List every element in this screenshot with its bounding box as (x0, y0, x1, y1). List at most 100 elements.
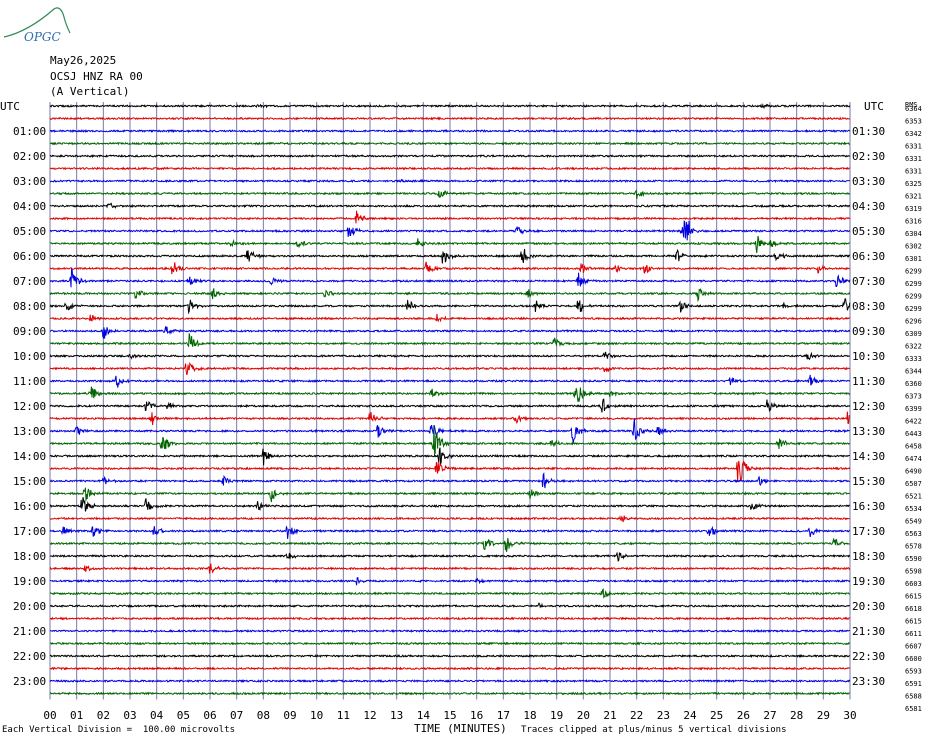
left-hour-label: 13:00 (13, 425, 46, 438)
rms-value: 6331 (905, 143, 922, 151)
right-hour-label: 06:30 (852, 250, 885, 263)
left-hour-label: 08:00 (13, 300, 46, 313)
rms-value: 6618 (905, 605, 922, 613)
trace-row (49, 178, 850, 184)
rms-value: 6304 (905, 230, 922, 238)
trace-row (49, 116, 851, 121)
trace-row (49, 537, 851, 552)
x-tick-label: 21 (603, 709, 616, 722)
x-tick-label: 09 (283, 709, 296, 722)
logo-text: OPGC (24, 30, 61, 44)
right-hour-label: 03:30 (852, 175, 885, 188)
trace-row (49, 153, 851, 159)
right-hour-label: 11:30 (852, 375, 885, 388)
x-tick-label: 18 (523, 709, 536, 722)
rms-value: 6443 (905, 430, 922, 438)
trace-row (49, 261, 851, 275)
right-utc-label: UTC (864, 100, 884, 113)
trace-row (49, 374, 851, 388)
x-tick-label: 14 (417, 709, 431, 722)
rms-value: 6607 (905, 643, 922, 651)
rms-value: 6299 (905, 268, 922, 276)
x-tick-label: 30 (843, 709, 856, 722)
right-hour-label: 13:30 (852, 425, 885, 438)
trace-row (49, 426, 850, 456)
x-tick-label: 19 (550, 709, 563, 722)
left-hour-label: 11:00 (13, 375, 46, 388)
x-tick-label: 29 (817, 709, 830, 722)
rms-value: 6593 (905, 668, 922, 676)
trace-row (49, 386, 851, 403)
rms-value: 6578 (905, 543, 922, 551)
trace-row (49, 398, 851, 413)
rms-value: 6422 (905, 418, 922, 426)
trace-row (49, 128, 850, 134)
rms-value: 6353 (905, 118, 922, 126)
rms-value: 6309 (905, 330, 922, 338)
trace-row (49, 141, 850, 146)
x-tick-label: 08 (257, 709, 270, 722)
clip-note: Traces clipped at plus/minus 5 vertical … (521, 725, 787, 735)
rms-value: 6364 (905, 105, 922, 113)
left-hour-label: 23:00 (13, 675, 46, 688)
x-tick-label: 11 (337, 709, 350, 722)
trace-row (49, 418, 850, 444)
trace-row (49, 189, 850, 199)
left-hour-label: 02:00 (13, 150, 46, 163)
rms-value: 6600 (905, 655, 922, 663)
x-tick-label: 25 (710, 709, 723, 722)
right-hour-label: 02:30 (852, 150, 885, 163)
x-tick-label: 23 (657, 709, 670, 722)
x-tick-label: 13 (390, 709, 403, 722)
x-tick-label: 17 (497, 709, 510, 722)
trace-row (49, 326, 851, 340)
trace-row (49, 653, 850, 659)
rms-value: 6322 (905, 343, 922, 351)
rms-value: 6333 (905, 355, 922, 363)
trace-row (49, 298, 851, 315)
trace-row (49, 220, 851, 241)
x-tick-label: 12 (363, 709, 376, 722)
x-tick-label: 10 (310, 709, 323, 722)
trace-row (49, 641, 851, 646)
right-hour-label: 12:30 (852, 400, 885, 413)
right-hour-label: 19:30 (852, 575, 885, 588)
trace-row (49, 563, 851, 574)
right-hour-label: 04:30 (852, 200, 885, 213)
right-hour-label: 20:30 (852, 600, 885, 613)
left-hour-label: 20:00 (13, 600, 46, 613)
trace-row (50, 333, 850, 348)
trace-row (49, 411, 851, 426)
trace-row (49, 525, 851, 539)
trace-row (49, 666, 851, 671)
trace-row (49, 678, 851, 684)
right-hour-label: 01:30 (852, 125, 885, 138)
rms-value: 6611 (905, 630, 922, 638)
right-hour-label: 21:30 (852, 625, 885, 638)
x-axis-title: TIME (MINUTES) (414, 722, 507, 735)
trace-row (49, 103, 851, 110)
trace-row (49, 487, 851, 503)
trace-row (49, 235, 850, 254)
right-hour-label: 14:30 (852, 450, 885, 463)
right-hour-label: 05:30 (852, 225, 885, 238)
rms-value: 6299 (905, 280, 922, 288)
trace-row (50, 691, 850, 696)
rms-value: 6598 (905, 568, 922, 576)
rms-value: 6581 (905, 705, 922, 713)
rms-value: 6474 (905, 455, 922, 463)
x-tick-label: 04 (150, 709, 164, 722)
rms-value: 6615 (905, 593, 922, 601)
x-tick-label: 15 (443, 709, 456, 722)
trace-row (49, 288, 851, 303)
rms-value: 6360 (905, 380, 922, 388)
left-hour-label: 09:00 (13, 325, 46, 338)
rms-value: 6563 (905, 530, 922, 538)
x-tick-label: 06 (203, 709, 216, 722)
rms-value: 6458 (905, 443, 922, 451)
rms-value: 6603 (905, 580, 922, 588)
rms-label: RMS (905, 101, 918, 109)
rms-value: 6591 (905, 680, 922, 688)
right-hour-label: 16:30 (852, 500, 885, 513)
